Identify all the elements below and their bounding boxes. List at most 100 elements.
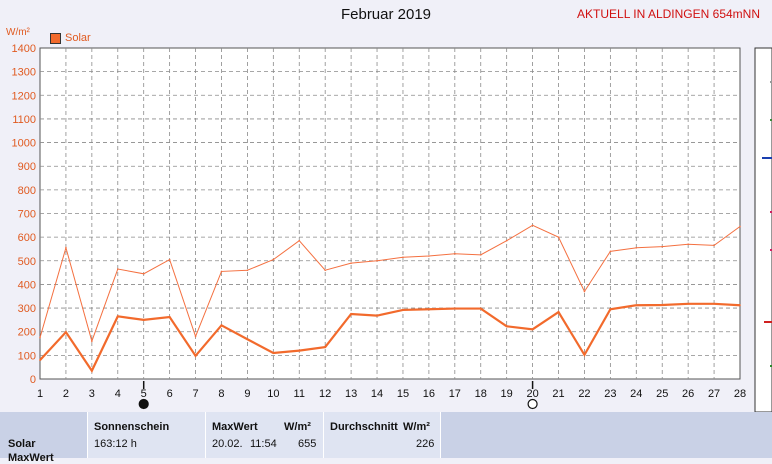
x-tick-label: 27	[708, 388, 720, 400]
data-point-solar	[194, 355, 197, 357]
legend[interactable]: Solar	[50, 32, 91, 44]
x-tick-label: 13	[345, 388, 357, 400]
data-point-solar	[116, 315, 119, 318]
maxwert-unit: W/m²	[284, 421, 311, 433]
data-point-max	[454, 252, 456, 255]
info-divider	[87, 412, 88, 458]
x-tick-label: 18	[475, 388, 487, 400]
x-tick-label: 24	[630, 388, 642, 400]
x-tick-label: 6	[167, 388, 173, 400]
data-point-solar	[324, 346, 326, 348]
y-tick-label: 200	[18, 327, 36, 339]
y-tick-label: 1100	[12, 114, 36, 126]
maxwert-date: 20.02.	[212, 438, 243, 450]
durchschnitt-header: Durchschnitt	[330, 421, 398, 433]
x-tick-label: 28	[734, 388, 746, 400]
data-point-solar	[39, 359, 41, 361]
y-axis-unit: W/m²	[6, 27, 30, 38]
y-tick-label: 100	[18, 350, 36, 362]
info-divider	[205, 412, 206, 458]
data-point-solar	[609, 308, 612, 311]
series-line-solar	[39, 302, 741, 373]
data-point-solar	[635, 304, 638, 307]
y-tick-label: 700	[18, 209, 36, 221]
data-point-max	[272, 258, 275, 261]
data-point-max	[583, 290, 586, 293]
chart: 0 100 200 300 400 500 600 700 800 900 1000 1100 1200…	[12, 43, 772, 412]
maxwert-time: 11:54	[250, 438, 277, 450]
info-divider	[440, 412, 441, 458]
data-point-solar	[531, 328, 534, 331]
data-point-solar	[65, 331, 67, 333]
x-tick-label: 5	[141, 388, 147, 400]
maxwert-value: 655	[298, 438, 317, 450]
y-tick-label: 300	[18, 303, 36, 315]
data-point-solar	[661, 304, 664, 306]
y-tick-label: 1200	[12, 90, 36, 102]
y-tick-label: 1300	[12, 67, 36, 79]
data-point-max	[194, 335, 197, 338]
data-point-max	[116, 268, 119, 270]
x-tick-label: 4	[115, 388, 121, 400]
data-point-solar	[713, 303, 715, 305]
data-point-solar	[557, 311, 560, 313]
data-point-max	[246, 269, 249, 272]
x-tick-label: 1	[37, 388, 43, 400]
x-tick-label: 19	[501, 388, 513, 400]
x-tick-label: 8	[218, 388, 224, 400]
data-point-max	[39, 336, 41, 339]
data-point-solar	[428, 308, 430, 311]
data-point-solar	[246, 338, 249, 341]
info-row-label: Solar	[8, 438, 36, 450]
x-tick-label: 15	[397, 388, 409, 400]
x-tick-label: 22	[578, 388, 590, 400]
info-divider	[323, 412, 324, 458]
info-values-area	[88, 412, 440, 458]
data-point-max	[428, 255, 430, 257]
sonnenschein-header: Sonnenschein	[94, 421, 170, 433]
data-point-max	[557, 236, 560, 238]
series-line-max	[39, 224, 741, 343]
data-point-solar	[168, 316, 171, 318]
data-point-solar	[687, 303, 689, 305]
durchschnitt-value: 226	[416, 438, 435, 450]
x-tick-label: 16	[423, 388, 435, 400]
y-tick-label: 400	[18, 279, 36, 291]
x-tick-label: 7	[192, 388, 198, 400]
x-tick-label: 11	[294, 388, 305, 400]
data-point-solar	[298, 349, 301, 352]
x-tick-label: 20	[526, 388, 538, 400]
data-point-solar	[454, 307, 456, 310]
y-tick-label: 500	[18, 256, 36, 268]
maxwert-header: MaxWert	[212, 421, 258, 433]
x-tick-label: 12	[319, 388, 331, 400]
data-point-max	[220, 270, 223, 273]
info-row-label-2: MaxWert	[8, 452, 54, 464]
filled-marker	[138, 398, 149, 410]
chart-title: Februar 2019	[340, 6, 432, 23]
data-point-max	[739, 225, 741, 228]
data-point-max	[635, 246, 638, 249]
y-tick-label: 900	[18, 161, 36, 173]
data-point-max	[65, 246, 67, 249]
side-panel	[754, 47, 772, 412]
open-marker	[527, 398, 538, 410]
data-point-max	[505, 239, 508, 242]
y-tick-label: 800	[18, 185, 36, 197]
x-tick-label: 14	[371, 388, 383, 400]
data-point-max	[91, 340, 93, 342]
data-point-solar	[376, 314, 378, 317]
data-point-max	[376, 259, 378, 262]
y-tick-label: 1000	[12, 138, 36, 150]
y-tick-label: 1400	[12, 43, 36, 55]
data-point-max	[479, 254, 482, 256]
data-point-solar	[739, 304, 741, 307]
x-tick-label: 9	[244, 388, 250, 400]
data-point-max	[298, 239, 301, 242]
data-point-max	[350, 262, 352, 264]
data-point-solar	[583, 354, 586, 356]
data-point-max	[142, 272, 145, 275]
data-point-max	[402, 256, 404, 259]
data-point-max	[168, 258, 171, 261]
data-point-max	[531, 224, 534, 227]
